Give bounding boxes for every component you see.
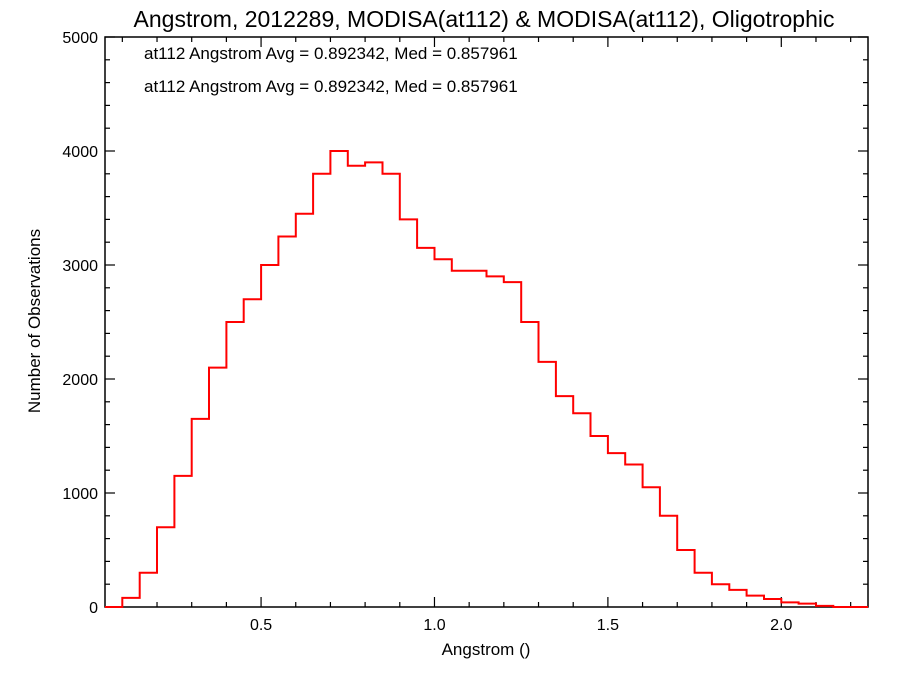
y-tick-label: 5000 <box>62 30 98 47</box>
series-layer <box>105 150 868 608</box>
y-tick-label: 2000 <box>62 372 98 389</box>
y-axis-label: Number of Observations <box>25 229 44 413</box>
y-tick-label: 4000 <box>62 144 98 161</box>
annotation-red: at112 Angstrom Avg = 0.892342, Med = 0.8… <box>144 77 518 96</box>
x-axis-label: Angstrom () <box>442 640 531 659</box>
plot-frame <box>104 36 869 608</box>
x-tick-label: 2.0 <box>770 617 792 634</box>
chart-title: Angstrom, 2012289, MODISA(at112) & MODIS… <box>134 6 835 32</box>
y-tick-label: 3000 <box>62 258 98 275</box>
x-tick-label: 1.0 <box>423 617 445 634</box>
x-tick-label: 1.5 <box>597 617 619 634</box>
annotation-black: at112 Angstrom Avg = 0.892342, Med = 0.8… <box>144 44 518 63</box>
y-tick-label: 1000 <box>62 486 98 503</box>
histogram-series-line <box>105 150 868 608</box>
axis-ticks: 0.5 1.0 1.5 2.0 0 1000 2000 3000 4000 5000 <box>62 30 868 634</box>
x-tick-label: 0.5 <box>250 617 272 634</box>
y-tick-label: 0 <box>89 600 98 617</box>
